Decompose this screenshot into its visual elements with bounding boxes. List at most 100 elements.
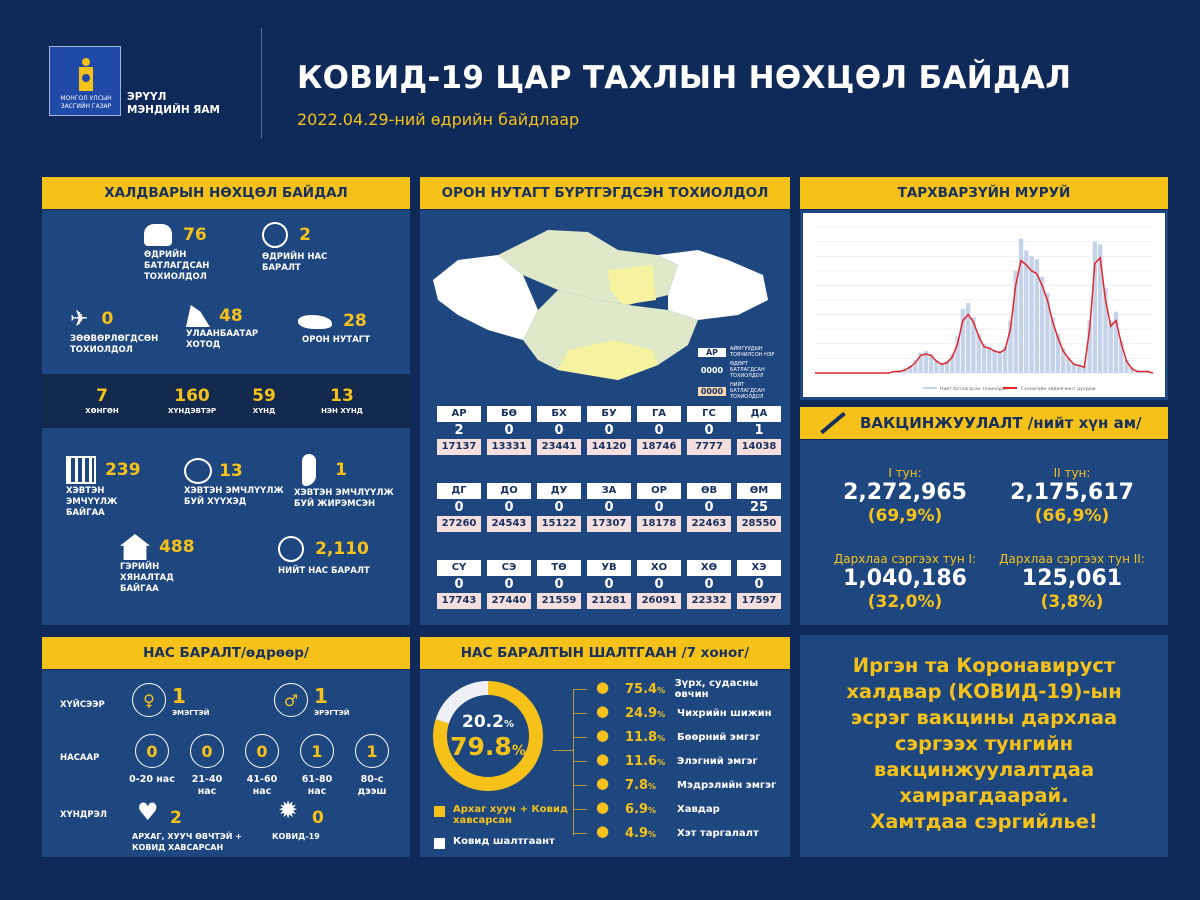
map-region-omnogovi — [558, 340, 658, 380]
total-deaths-label: НИЙТ НАС БАРАЛТ — [278, 566, 370, 576]
covid-only-pct: 20.2 — [462, 712, 504, 732]
baby-face-icon — [184, 458, 212, 484]
person-minus-icon — [278, 536, 304, 562]
province-total: 18746 — [637, 439, 681, 455]
statue-icon — [186, 305, 210, 327]
province-code: БХ — [537, 406, 581, 422]
daily-cases-bar — [1002, 346, 1008, 373]
daily-cases-bar — [1108, 320, 1113, 373]
daily-cases-bar — [1055, 333, 1061, 373]
dose-value: 125,061 — [1021, 566, 1123, 591]
cause-pct-value: 75.4 — [625, 681, 658, 697]
connector-tick — [573, 809, 587, 810]
province-3: БУ 0 14120 — [587, 406, 631, 455]
province-9: ДУ 0 15122 — [537, 483, 581, 532]
page-subtitle: 2022.04.29-ний өдрийн байдлаар — [297, 110, 580, 129]
covid-label: КОВИД-19 — [272, 832, 320, 841]
province-19: ХӨ 0 22332 — [687, 560, 731, 609]
hospital-icon — [66, 456, 96, 484]
province-code: ДУ — [537, 483, 581, 499]
chronic-value: 2 — [170, 808, 182, 828]
daily-cases-bar — [1103, 288, 1108, 373]
province-10: ЗА 0 17307 — [587, 483, 631, 532]
province-code: ОР — [637, 483, 681, 499]
death-causes-panel: 20.2% 79.8% Архаг хууч + Ковид хавсарсан… — [420, 670, 790, 857]
pct-unit: % — [511, 743, 526, 759]
epi-curve-chart: Нийт батлагдсан тохиолдол 7 хоногийн хөдө… — [800, 210, 1168, 400]
legend-swatch-yellow — [434, 806, 445, 817]
province-daily: 0 — [754, 577, 764, 592]
epi-curve-svg: Нийт батлагдсан тохиолдол 7 хоногийн хөдө… — [815, 226, 1154, 392]
province-daily: 0 — [554, 423, 564, 438]
dose-value: 2,272,965 — [843, 480, 967, 505]
province-13: ӨМ 25 28550 — [737, 483, 781, 532]
severity-label: НЭН ХҮНД — [321, 407, 363, 415]
daily-cases-bar — [1018, 238, 1024, 373]
cause-pct: 11.6% — [625, 754, 677, 769]
daily-cases-bar — [981, 343, 987, 373]
province-daily: 0 — [704, 423, 714, 438]
map-legend: АР АЙМГУУДЫН ТОВЧИЛСОН НЭР 0000 ӨДӨРТ БАТЛ… — [698, 346, 788, 400]
cause-label: Бөөрний эмгэг — [677, 731, 761, 743]
age-value-circle: 1 — [355, 734, 389, 768]
province-total: 26091 — [637, 593, 681, 609]
pct-unit: % — [503, 719, 514, 730]
daily-cases-bar — [939, 362, 944, 373]
severity-value: 59 — [252, 386, 276, 406]
cause-pct-value: 4.9 — [625, 825, 649, 841]
daily-cases-bar — [1087, 320, 1092, 373]
legend-comorbid: Архаг хууч + Ковид хавсарсан — [434, 804, 573, 826]
province-7: ДГ 0 27260 — [437, 483, 481, 532]
province-code: ДА — [737, 406, 781, 422]
province-total: 13331 — [487, 439, 531, 455]
connector-tick — [573, 785, 587, 786]
severity-value: 7 — [96, 386, 108, 406]
death-cause-row: 24.9% Чихрийн шижин — [625, 702, 772, 724]
pct-unit: % — [648, 781, 657, 791]
legend-label: 7 хоногийн хөдөлгөөнт дундаж — [1020, 385, 1096, 392]
donut-covid-pct: 20.2% — [432, 712, 544, 732]
ulaanbaatar-label: УЛААНБААТАР ХОТОД — [186, 329, 259, 350]
province-code: ДГ — [437, 483, 481, 499]
daily-cases-bar — [1039, 276, 1045, 373]
provinces-header: ОРОН НУТАГТ БҮРТГЭГДСЭН ТОХИОЛДОЛ — [420, 177, 790, 209]
severity-value: 160 — [174, 386, 210, 406]
dose-value: 2,175,617 — [1010, 480, 1134, 505]
dose-pct: (69,9%) — [867, 506, 943, 526]
tumor-icon: ● — [596, 798, 610, 816]
province-8: ДО 0 24543 — [487, 483, 531, 532]
age-value-circle: 1 — [300, 734, 334, 768]
pct-unit: % — [648, 805, 657, 815]
province-code: БУ — [587, 406, 631, 422]
daily-cases-bar — [1013, 270, 1018, 373]
home-monitoring-stat: 488 ГЭРИЙН ХЯНАЛТАД БАЙГАА — [120, 534, 210, 595]
daily-cases-bar — [1024, 250, 1029, 373]
infection-panel: 76 ӨДРИЙН БАТЛАГДСАН ТОХИОЛДОЛ 2 ӨДРИЙН … — [42, 210, 410, 625]
pct-unit: % — [657, 685, 666, 695]
legend-label: Архаг хууч + Ковид хавсарсан — [453, 804, 568, 826]
imported-value: 0 — [101, 309, 114, 329]
message-line: хамрагдаарай. — [899, 784, 1069, 807]
province-daily: 0 — [554, 577, 564, 592]
children-label: ХЭВТЭН ЭМЧЛҮҮЛЖ БУЙ ХҮҮХЭД — [184, 486, 284, 507]
cause-pct-value: 11.8 — [625, 729, 658, 745]
province-total: 22463 — [687, 516, 731, 532]
daily-cases-bar — [976, 333, 981, 373]
cause-pct-value: 11.6 — [625, 753, 658, 769]
ministry-name-line1: ЭРҮҮЛ — [127, 91, 167, 103]
province-code: ДО — [487, 483, 531, 499]
province-code: БӨ — [487, 406, 531, 422]
severity-value: 13 — [330, 386, 354, 406]
daily-cases-bar — [1008, 320, 1013, 373]
province-daily: 0 — [454, 577, 464, 592]
province-daily: 1 — [754, 423, 764, 438]
home-monitoring-label: ГЭРИЙН ХЯНАЛТАД БАЙГАА — [120, 562, 174, 594]
legend-label: Нийт батлагдсан тохиолдол — [940, 385, 1008, 392]
daily-cases-bar — [918, 352, 923, 373]
daily-deaths-label: ӨДРИЙН НАС БАРАЛТ — [262, 252, 328, 273]
imported-label: ЗӨӨВӨРЛӨГДСӨН ТОХИОЛДОЛ — [70, 334, 159, 355]
cause-label: Хавдар — [677, 803, 720, 815]
moving-average-line — [815, 255, 1154, 374]
hospitalized-value: 239 — [105, 459, 141, 480]
province-total: 22332 — [687, 593, 731, 609]
